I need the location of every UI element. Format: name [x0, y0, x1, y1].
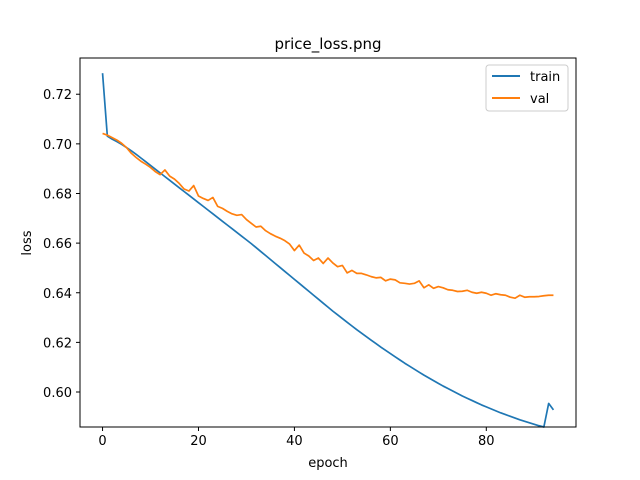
x-tick-label: 20: [190, 434, 207, 449]
y-tick-label: 0.68: [43, 187, 72, 202]
series-line-val: [102, 132, 554, 300]
legend: train val: [485, 64, 569, 112]
y-tick-label: 0.70: [43, 138, 72, 153]
x-tick-label: 80: [478, 434, 495, 449]
series-line-train: [101, 73, 555, 428]
axes-frame: [79, 57, 577, 428]
plot-area: [101, 73, 555, 428]
y-tick-label: 0.66: [43, 237, 72, 252]
x-tick-label: 40: [286, 434, 303, 449]
y-axis: 0.60 0.62 0.64 0.66 0.68 0.70 0.72: [43, 88, 80, 401]
legend-label-val: val: [530, 92, 549, 107]
y-tick-label: 0.62: [43, 336, 72, 351]
y-tick-label: 0.60: [43, 386, 72, 401]
chart-title: price_loss.png: [274, 35, 381, 54]
y-tick-label: 0.64: [43, 287, 72, 302]
x-axis-label: epoch: [308, 456, 348, 471]
y-axis-label: loss: [20, 230, 35, 255]
legend-label-train: train: [530, 70, 560, 85]
y-tick-label: 0.72: [43, 88, 72, 103]
x-axis: 0 20 40 60 80: [98, 427, 495, 449]
x-tick-label: 60: [382, 434, 399, 449]
x-tick-label: 0: [98, 434, 106, 449]
